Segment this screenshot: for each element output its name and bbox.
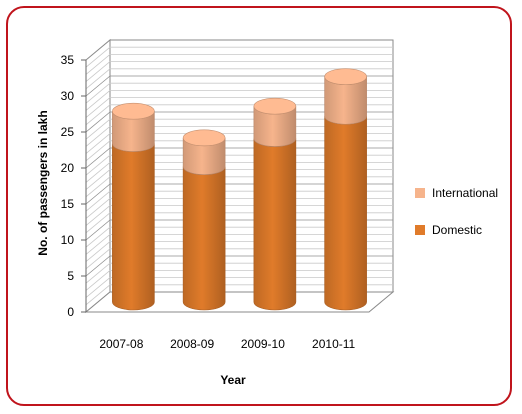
- legend-label: International: [432, 186, 498, 200]
- gridline: [85, 61, 111, 82]
- gridline: [85, 205, 111, 226]
- gridline: [85, 190, 111, 212]
- gridline: [85, 277, 111, 298]
- gridline: [85, 176, 111, 198]
- gridline: [85, 118, 111, 140]
- gridline: [85, 241, 111, 262]
- y-tick-label: 15: [61, 197, 75, 211]
- gridline: [85, 104, 111, 126]
- gridline: [85, 54, 111, 75]
- y-axis-label: No. of passengers in lakh: [36, 110, 50, 255]
- gridline: [85, 234, 111, 255]
- x-tick-label: 2007-08: [99, 337, 143, 351]
- bar-domestic-2007-08: [112, 143, 155, 311]
- gridline: [85, 133, 111, 154]
- y-tick-label: 10: [61, 233, 75, 247]
- x-axis-label: Year: [220, 373, 246, 387]
- gridline: [85, 97, 111, 118]
- y-tick-label: 0: [67, 305, 74, 319]
- gridline: [85, 75, 111, 97]
- y-tick-label: 30: [61, 89, 75, 103]
- floor: [84, 291, 395, 313]
- y-tick-labels: 0 5 10 15 20 25 30 35: [61, 53, 86, 319]
- y-tick-label: 35: [61, 53, 75, 67]
- x-tick-label: 2010-11: [312, 337, 355, 351]
- gridline: [85, 183, 111, 205]
- bar-domestic-2009-10: [253, 138, 297, 311]
- gridline: [85, 169, 111, 190]
- left-wall: [85, 38, 111, 314]
- bars-layer: [112, 68, 367, 311]
- bar-domestic-2008-09: [182, 166, 226, 311]
- gridline: [85, 262, 111, 284]
- y-tick-label: 5: [67, 269, 74, 283]
- x-tick-labels: 2007-08 2008-09 2009-10 2010-11: [99, 337, 355, 351]
- gridline: [85, 82, 111, 104]
- gridline: [85, 198, 111, 219]
- gridline: [85, 219, 111, 241]
- gridline: [85, 68, 111, 90]
- gridline: [85, 140, 111, 162]
- legend-swatch: [415, 225, 425, 235]
- gridline: [85, 212, 111, 234]
- gridline: [85, 111, 111, 133]
- bar-top-cap: [112, 102, 155, 120]
- gridline: [85, 248, 111, 270]
- gridline: [85, 270, 111, 291]
- bar-domestic-2010-11: [324, 116, 367, 311]
- x-tick-label: 2009-10: [241, 337, 285, 351]
- legend: International Domestic: [415, 186, 498, 237]
- y-tick-label: 25: [61, 125, 75, 139]
- bar-top-cap: [253, 97, 297, 115]
- bar-top-cap: [182, 129, 226, 147]
- gridline: [85, 90, 111, 111]
- bar-top-cap: [324, 68, 367, 85]
- gridline: [85, 255, 111, 277]
- gridline: [85, 46, 111, 68]
- legend-label: Domestic: [432, 223, 482, 237]
- gridline: [85, 154, 111, 176]
- gridline: [85, 284, 111, 306]
- legend-swatch: [415, 188, 425, 198]
- gridline: [85, 147, 111, 169]
- gridline: [85, 162, 111, 183]
- x-tick-label: 2008-09: [170, 337, 214, 351]
- y-tick-label: 20: [61, 161, 75, 175]
- gridline: [85, 126, 111, 147]
- gridline: [85, 226, 111, 248]
